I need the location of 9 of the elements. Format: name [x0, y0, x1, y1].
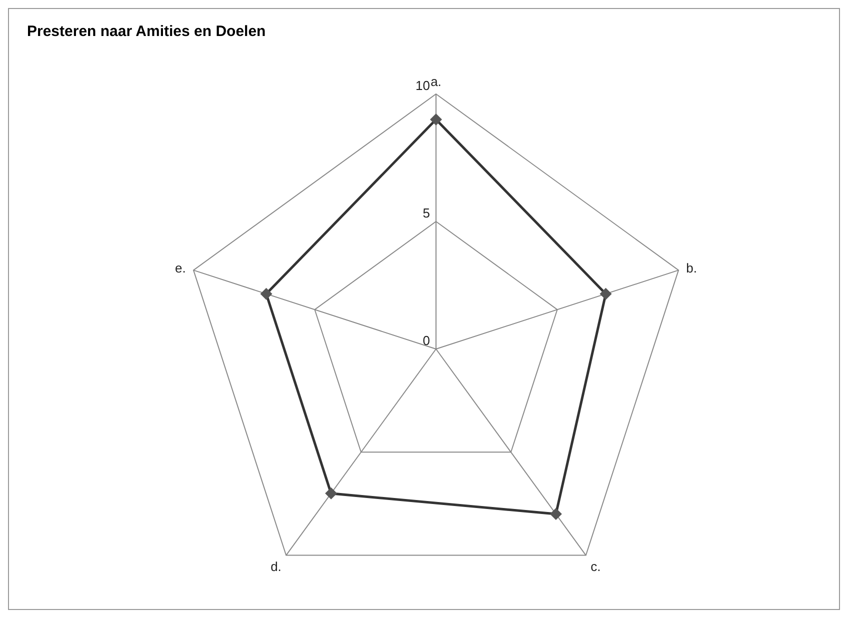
spoke-label: c. — [590, 559, 601, 574]
y-tick-label: 10 — [416, 78, 430, 93]
spoke-label: d. — [270, 559, 282, 574]
y-tick-label: 5 — [422, 206, 430, 220]
spoke-label: b. — [686, 260, 697, 276]
chart-title: Presteren naar Amities en Doelen — [27, 23, 266, 40]
spoke-label: e. — [175, 260, 186, 276]
spoke-label: a. — [430, 74, 442, 89]
y-tick-label: 0 — [422, 333, 430, 348]
